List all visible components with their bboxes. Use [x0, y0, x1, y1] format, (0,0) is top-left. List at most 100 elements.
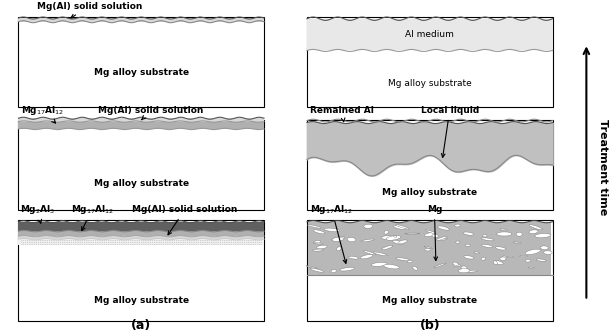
Bar [18, 236, 264, 239]
Ellipse shape [394, 235, 397, 237]
Ellipse shape [474, 252, 480, 254]
Text: Mg$_{17}$Al$_{12}$: Mg$_{17}$Al$_{12}$ [310, 203, 354, 263]
Text: Mg alloy substrate: Mg alloy substrate [388, 79, 472, 88]
Bar [18, 17, 264, 107]
Ellipse shape [384, 230, 388, 234]
Ellipse shape [348, 256, 359, 259]
Ellipse shape [483, 235, 487, 237]
Ellipse shape [453, 264, 460, 267]
Ellipse shape [336, 247, 341, 251]
Text: Mg(Al) solid solution: Mg(Al) solid solution [37, 2, 142, 18]
Text: Mg alloy substrate: Mg alloy substrate [383, 188, 477, 197]
Text: (b): (b) [419, 319, 440, 332]
Ellipse shape [438, 226, 449, 230]
Ellipse shape [543, 251, 552, 255]
Ellipse shape [384, 264, 399, 269]
Ellipse shape [464, 256, 474, 259]
Ellipse shape [525, 249, 540, 255]
Ellipse shape [394, 225, 406, 229]
Ellipse shape [398, 240, 407, 243]
Text: Mg alloy substrate: Mg alloy substrate [94, 179, 188, 188]
Text: Al medium: Al medium [405, 30, 454, 39]
Text: Mg: Mg [427, 205, 442, 261]
Ellipse shape [513, 242, 521, 243]
Ellipse shape [310, 268, 324, 272]
Ellipse shape [382, 245, 393, 250]
Ellipse shape [507, 256, 513, 258]
Ellipse shape [435, 238, 448, 241]
Ellipse shape [493, 261, 497, 265]
Ellipse shape [455, 224, 460, 227]
Ellipse shape [500, 257, 506, 261]
Ellipse shape [313, 240, 321, 244]
Bar [18, 120, 264, 210]
Text: Mg$_{17}$Al$_{12}$: Mg$_{17}$Al$_{12}$ [71, 203, 114, 230]
Ellipse shape [535, 233, 551, 238]
Ellipse shape [528, 267, 534, 269]
Ellipse shape [332, 237, 345, 240]
Ellipse shape [526, 259, 530, 262]
Ellipse shape [313, 242, 324, 244]
Ellipse shape [361, 239, 375, 242]
Ellipse shape [425, 248, 431, 251]
Text: Mg alloy substrate: Mg alloy substrate [94, 296, 188, 305]
Ellipse shape [413, 266, 418, 270]
Ellipse shape [313, 249, 324, 251]
Ellipse shape [453, 262, 459, 266]
Ellipse shape [500, 229, 508, 231]
Ellipse shape [425, 230, 436, 233]
Text: Mg$_2$Al$_3$: Mg$_2$Al$_3$ [20, 203, 55, 223]
Ellipse shape [308, 225, 321, 228]
Ellipse shape [481, 238, 494, 240]
Ellipse shape [363, 251, 376, 255]
Text: Mg alloy substrate: Mg alloy substrate [94, 68, 188, 77]
Ellipse shape [386, 235, 401, 240]
Ellipse shape [306, 266, 317, 269]
Bar [18, 222, 264, 231]
Text: (a): (a) [131, 319, 151, 332]
Ellipse shape [481, 244, 493, 247]
Ellipse shape [432, 234, 438, 237]
Ellipse shape [396, 258, 410, 261]
Ellipse shape [461, 266, 467, 270]
Ellipse shape [540, 246, 548, 249]
Ellipse shape [529, 225, 543, 230]
Text: Treatment time: Treatment time [598, 119, 608, 215]
Ellipse shape [456, 241, 460, 243]
Bar [18, 220, 264, 321]
Text: Mg$_{17}$Al$_{12}$: Mg$_{17}$Al$_{12}$ [21, 104, 65, 123]
Ellipse shape [497, 232, 512, 236]
Ellipse shape [371, 263, 387, 266]
Ellipse shape [463, 232, 473, 235]
Ellipse shape [465, 244, 470, 246]
Ellipse shape [347, 237, 356, 242]
Ellipse shape [324, 228, 340, 231]
Ellipse shape [331, 270, 336, 273]
Ellipse shape [363, 224, 373, 228]
Bar [18, 231, 264, 236]
Ellipse shape [332, 237, 344, 241]
Bar [307, 19, 553, 50]
Bar [18, 239, 264, 245]
Ellipse shape [360, 255, 373, 259]
Ellipse shape [373, 252, 387, 256]
Text: Mg(Al) solid solution: Mg(Al) solid solution [98, 106, 204, 120]
Bar [18, 118, 264, 122]
Bar [307, 17, 553, 107]
Bar [307, 120, 553, 210]
Ellipse shape [495, 247, 506, 250]
Ellipse shape [313, 230, 325, 234]
Ellipse shape [382, 236, 394, 240]
Text: Mg(Al) solid solution: Mg(Al) solid solution [132, 205, 238, 235]
Text: Mg alloy substrate: Mg alloy substrate [383, 296, 477, 305]
Ellipse shape [434, 263, 446, 268]
Ellipse shape [481, 257, 486, 260]
Ellipse shape [529, 230, 538, 233]
Ellipse shape [536, 259, 546, 261]
Ellipse shape [467, 270, 478, 272]
Ellipse shape [405, 233, 420, 234]
Ellipse shape [519, 256, 528, 257]
Bar [18, 122, 264, 129]
Ellipse shape [408, 261, 413, 263]
Ellipse shape [317, 245, 327, 249]
